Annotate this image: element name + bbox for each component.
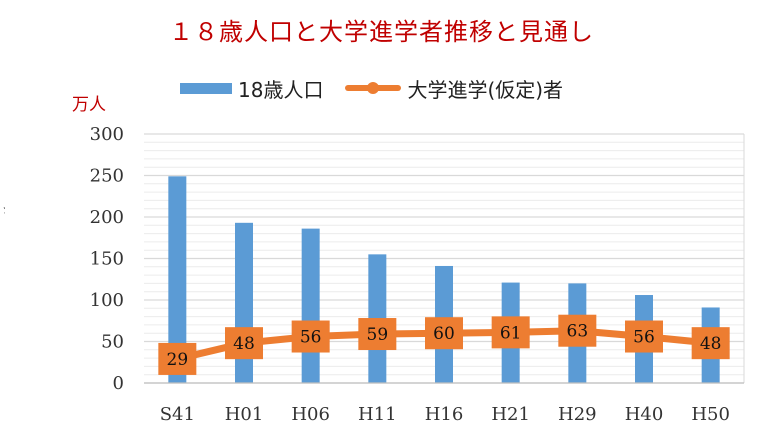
x-tick-label: H21 <box>491 404 530 425</box>
x-tick-label: S41 <box>160 404 195 425</box>
data-label-box <box>291 320 330 353</box>
y-tick-label: 250 <box>90 166 124 187</box>
data-label-box <box>158 342 197 375</box>
x-tick-label: H16 <box>425 404 464 425</box>
x-tick-label: H50 <box>691 404 730 425</box>
bar-population <box>301 228 320 383</box>
y-axis-unit-label: 万人 <box>72 95 106 115</box>
data-label: 60 <box>433 324 455 344</box>
data-label-box <box>558 314 597 347</box>
legend-line-swatch <box>345 76 402 100</box>
legend-bar-swatch <box>180 82 232 94</box>
data-label: 59 <box>367 325 389 345</box>
data-label: 29 <box>167 350 189 370</box>
chart-legend: 18歳人口 大学進学(仮定)者 <box>180 74 585 103</box>
edge-cut-glyph: ゝ <box>0 202 5 216</box>
data-label-box <box>358 318 397 351</box>
data-label-box <box>225 327 263 360</box>
y-tick-label: 150 <box>90 249 124 270</box>
data-label-box <box>691 327 730 360</box>
x-tick-label: H40 <box>625 404 664 425</box>
y-tick-label: 50 <box>101 332 124 353</box>
data-label: 63 <box>567 322 589 342</box>
y-tick-label: 200 <box>90 207 124 228</box>
x-tick-label: H11 <box>358 404 397 425</box>
y-tick-label: 0 <box>113 373 124 394</box>
x-tick-label: H06 <box>291 404 330 425</box>
chart-title: １８歳人口と大学進学者推移と見通し <box>169 18 594 46</box>
x-tick-label: H01 <box>225 404 264 425</box>
data-label: 56 <box>633 328 655 348</box>
legend-item-students: 大学進学(仮定)者 <box>345 74 563 103</box>
x-tick-label: H29 <box>558 404 597 425</box>
y-tick-label: 300 <box>90 124 124 145</box>
data-label: 48 <box>233 334 255 354</box>
data-label-box <box>425 317 463 350</box>
data-label-box <box>491 316 530 349</box>
data-label: 61 <box>500 323 522 343</box>
data-label-box <box>625 320 663 353</box>
legend-item-population: 18歳人口 <box>180 74 323 103</box>
legend-label-students: 大学進学(仮定)者 <box>407 77 564 102</box>
data-label: 56 <box>300 328 322 348</box>
bar-population <box>168 176 187 383</box>
data-label: 48 <box>700 334 722 354</box>
legend-label-population: 18歳人口 <box>238 77 324 102</box>
y-tick-label: 100 <box>90 290 124 311</box>
